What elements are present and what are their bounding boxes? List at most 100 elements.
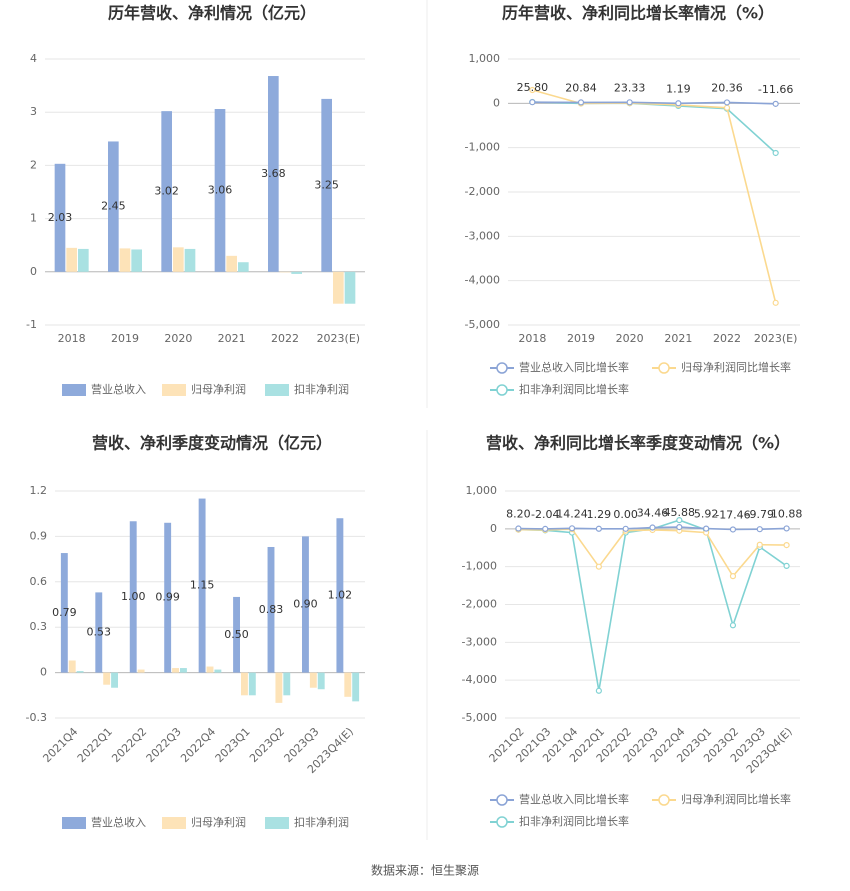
legend-swatch <box>265 817 289 829</box>
data-label: 0.53 <box>87 625 112 638</box>
line <box>518 528 787 578</box>
point <box>783 525 790 532</box>
data-label: 3.68 <box>261 167 286 180</box>
y-tick-label: 0.9 <box>30 529 48 542</box>
chart-title: 营收、净利季度变动情况（亿元） <box>92 434 332 453</box>
point <box>595 525 602 532</box>
y-tick-label: -0.3 <box>26 711 47 724</box>
chart-title: 营收、净利同比增长率季度变动情况（%） <box>486 434 790 453</box>
point <box>756 526 763 533</box>
bar <box>214 109 226 272</box>
bar <box>302 536 309 673</box>
point <box>772 100 779 107</box>
x-tick-label: 2022Q1 <box>75 725 115 765</box>
y-tick-label: -2,000 <box>462 598 497 611</box>
bar <box>344 672 352 697</box>
data-label: 0.00 <box>613 508 638 521</box>
point <box>595 563 602 570</box>
x-tick-label: 2023(E) <box>754 332 798 345</box>
bar <box>214 669 222 673</box>
x-tick-label: 2020 <box>616 332 644 345</box>
bar <box>238 262 249 272</box>
bar <box>352 672 360 702</box>
x-tick-label: 2020 <box>164 332 192 345</box>
point <box>529 86 536 94</box>
point <box>542 525 549 533</box>
legend-label: 扣非净利润同比增长率 <box>519 382 629 396</box>
bar <box>68 660 76 673</box>
bar <box>131 249 142 272</box>
data-label: -11.66 <box>758 83 793 96</box>
point <box>595 687 602 694</box>
legend-swatch <box>658 794 670 806</box>
chart-title: 历年营收、净利情况（亿元） <box>108 4 316 23</box>
y-tick-label: 3 <box>30 105 37 118</box>
legend-swatch <box>496 384 508 396</box>
x-tick-label: 2019 <box>567 332 595 345</box>
data-label: -17.46 <box>715 508 750 521</box>
bar <box>164 522 172 673</box>
point <box>622 525 629 532</box>
legend-label: 归母净利润 <box>191 382 246 396</box>
bar <box>248 672 256 696</box>
bar <box>129 521 137 673</box>
bar <box>161 111 172 272</box>
y-tick-label: 0 <box>493 96 500 109</box>
data-label: 0.50 <box>224 628 249 641</box>
y-tick-label: -2,000 <box>465 185 500 198</box>
chart-title: 历年营收、净利同比增长率情况（%） <box>502 4 774 23</box>
x-tick-label: 2021 <box>218 332 246 345</box>
x-tick-label: 2022Q4 <box>178 725 218 765</box>
data-label: 5.92 <box>694 508 719 521</box>
bar <box>279 271 291 273</box>
legend-swatch <box>62 384 86 396</box>
legend-label: 营业总收入 <box>91 382 146 396</box>
bar <box>103 672 111 685</box>
point <box>783 562 790 570</box>
bar <box>267 546 275 673</box>
legend-swatch <box>496 816 508 828</box>
bar <box>321 98 332 272</box>
data-label: 2.45 <box>101 200 126 213</box>
line <box>518 519 788 691</box>
legend-label: 扣非净利润同比增长率 <box>519 814 629 828</box>
point <box>703 525 710 532</box>
legend-swatch <box>265 384 289 396</box>
y-tick-label: 4 <box>30 52 37 65</box>
data-label: 0.99 <box>155 591 180 604</box>
x-tick-label: 2023(E) <box>317 332 361 345</box>
data-label: 14.24 <box>556 507 588 520</box>
y-tick-label: -5,000 <box>462 711 497 724</box>
y-tick-label: -3,000 <box>465 229 500 242</box>
y-tick-label: 0.6 <box>30 575 48 588</box>
x-tick-label: 2022 <box>713 332 741 345</box>
point <box>649 524 656 531</box>
legend-label: 营业总收入 <box>91 815 146 829</box>
x-tick-label: 2022Q2 <box>109 725 149 765</box>
y-tick-label: 0 <box>40 666 47 679</box>
line <box>532 89 777 304</box>
bar <box>76 671 84 673</box>
bar <box>137 669 145 673</box>
data-label: 23.33 <box>614 81 646 94</box>
bar <box>241 672 248 696</box>
point <box>772 149 779 157</box>
bar <box>66 247 77 272</box>
point <box>772 299 779 306</box>
data-label: 45.88 <box>664 506 696 519</box>
y-tick-label: -5,000 <box>465 318 500 331</box>
legend-label: 归母净利润同比增长率 <box>681 792 791 806</box>
data-label: -9.79 <box>746 508 774 521</box>
data-label: 2.03 <box>48 211 73 224</box>
point <box>723 99 731 106</box>
bar <box>333 271 344 304</box>
y-tick-label: 1 <box>30 212 37 225</box>
point <box>529 99 536 106</box>
y-tick-label: -1 <box>26 318 37 331</box>
bar <box>198 498 206 673</box>
bar <box>111 672 118 688</box>
bar <box>206 666 214 673</box>
x-tick-label: 2022Q3 <box>144 725 184 765</box>
data-label: 1.00 <box>121 590 146 603</box>
